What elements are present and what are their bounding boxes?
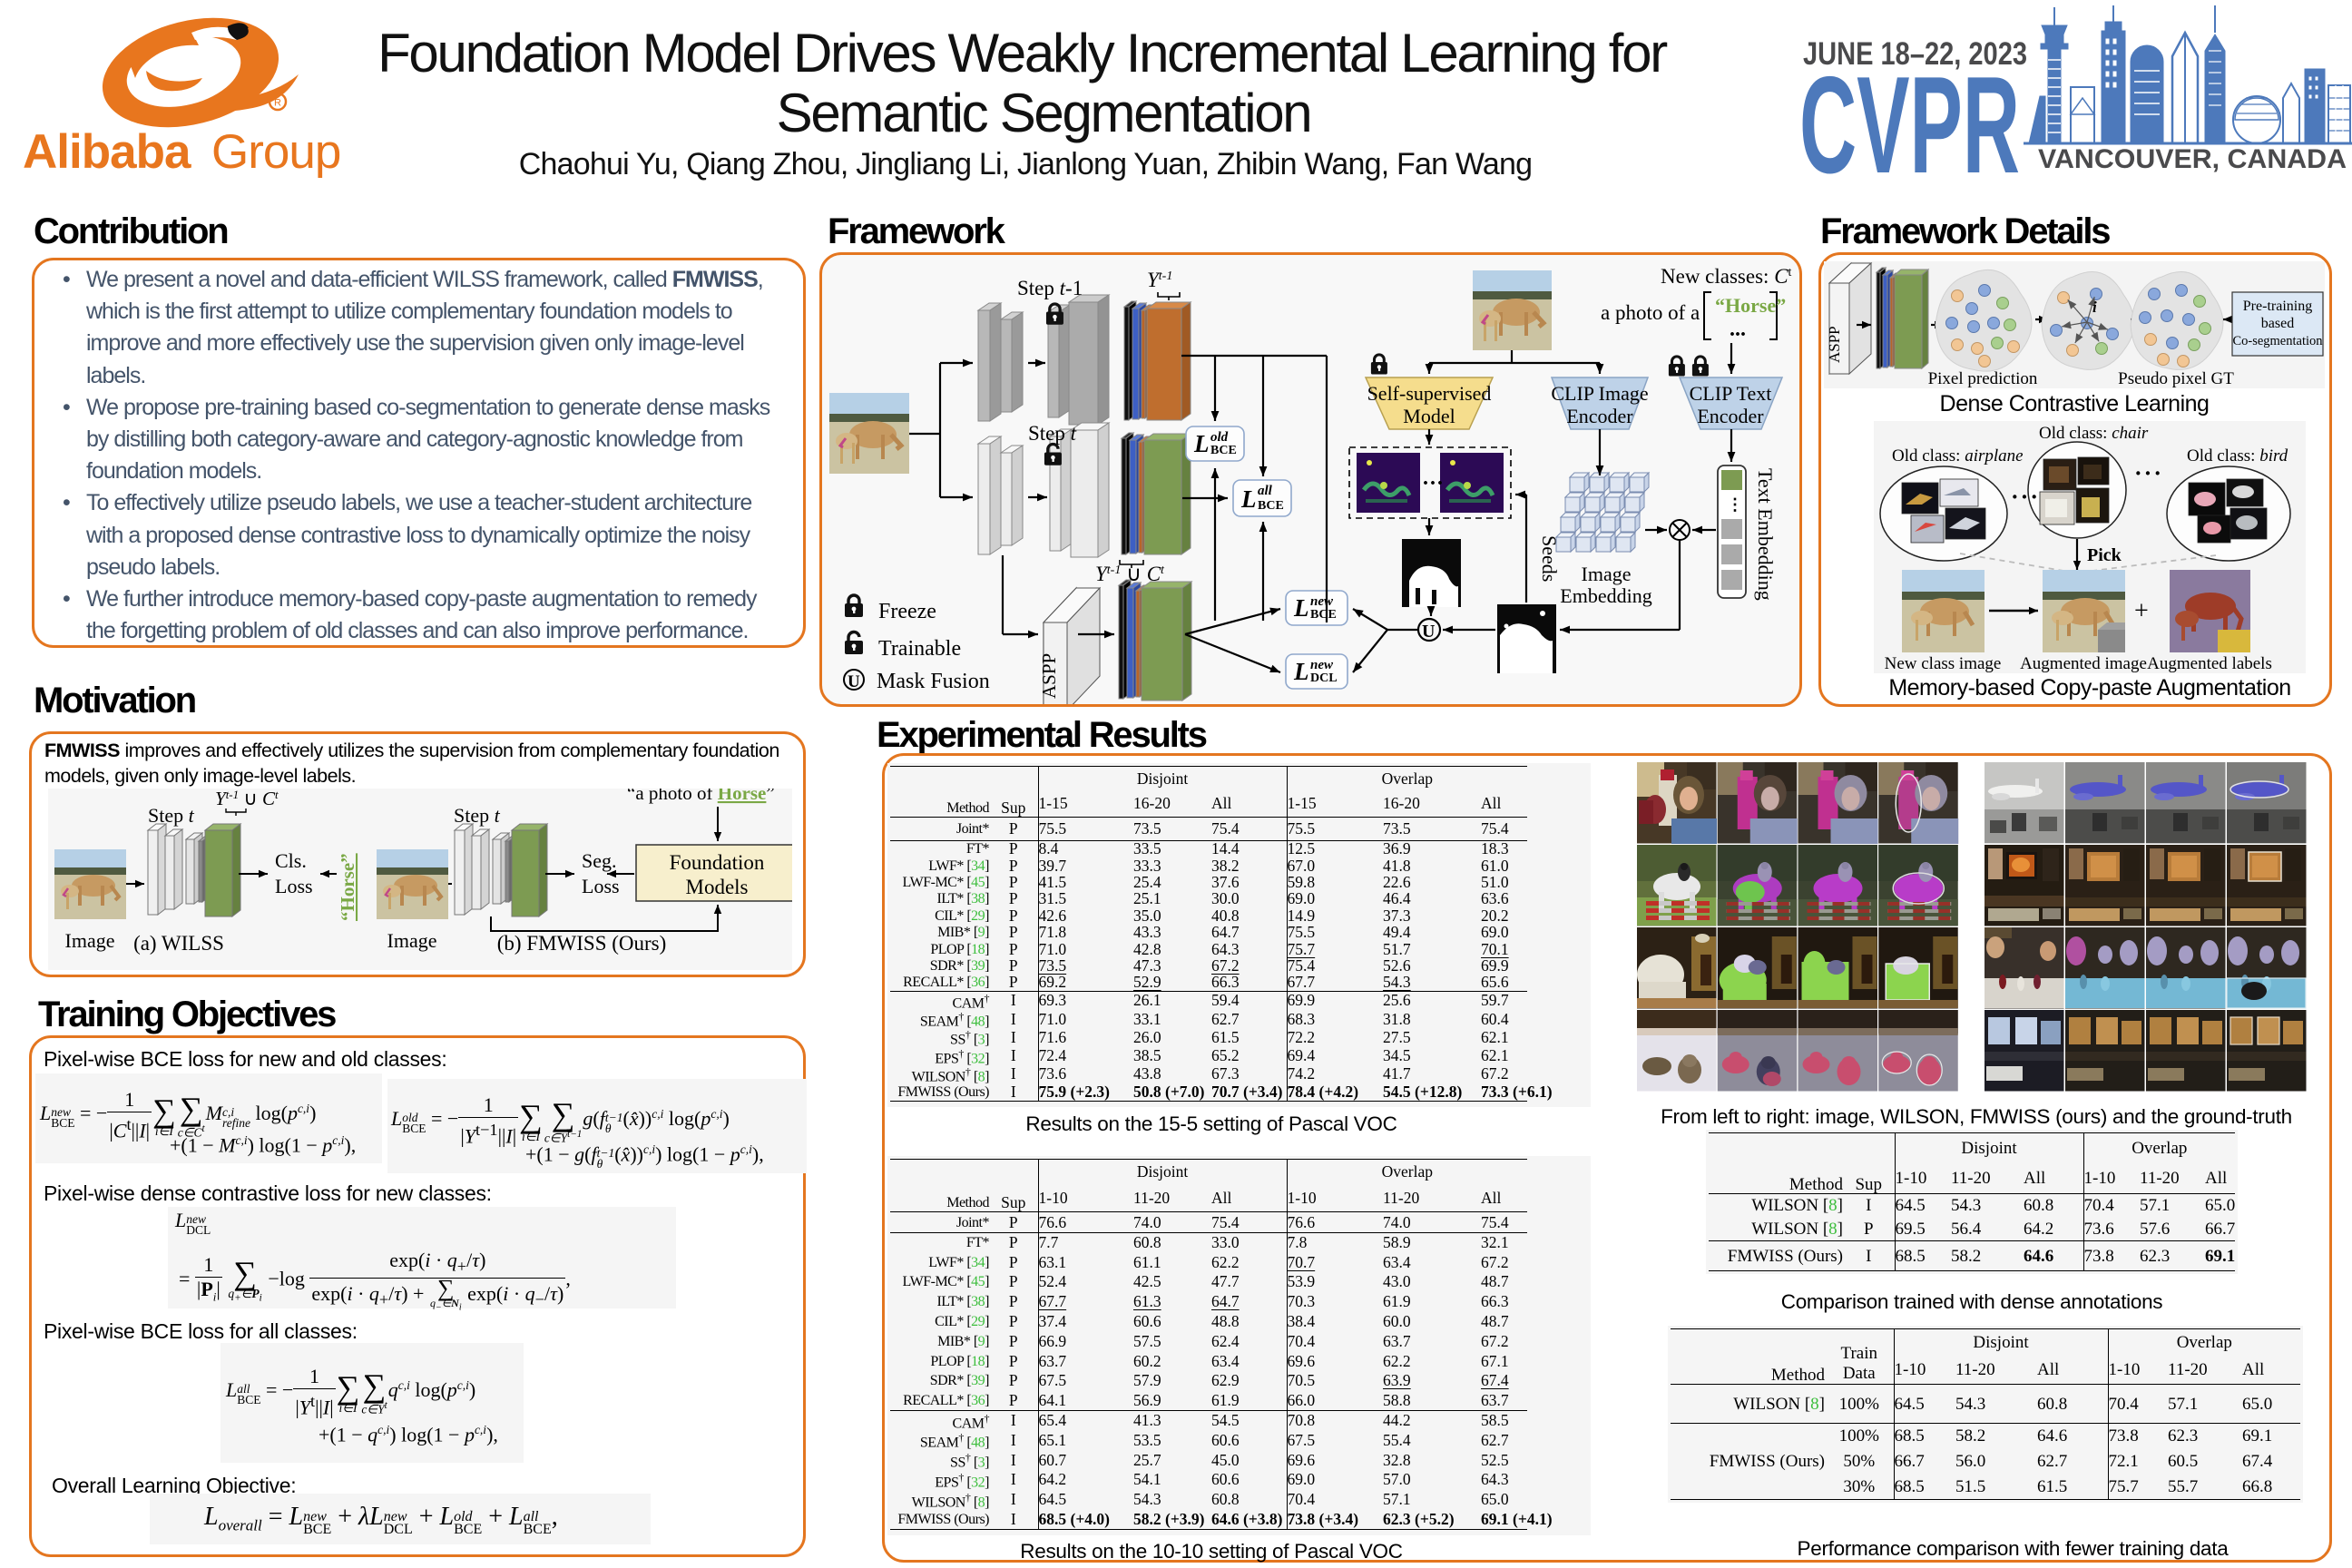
- svg-text:L: L: [1293, 658, 1309, 685]
- svg-text:Pick: Pick: [2087, 545, 2122, 565]
- svg-text:Seg.: Seg.: [582, 849, 617, 872]
- svg-text:Yt-1: Yt-1: [1147, 269, 1172, 291]
- svg-text:Step t: Step t: [454, 804, 501, 827]
- svg-text:···: ···: [2011, 484, 2040, 510]
- svg-text:R: R: [274, 98, 281, 109]
- svg-text:L: L: [1293, 594, 1309, 622]
- svg-text:Old class: chair: Old class: chair: [2039, 424, 2149, 443]
- svg-text:Cls.: Cls.: [275, 849, 307, 872]
- svg-text:+: +: [2134, 597, 2149, 625]
- svg-text:Self-supervised: Self-supervised: [1367, 382, 1492, 405]
- svg-text:Loss: Loss: [275, 875, 313, 897]
- svg-text:Co-segmentation: Co-segmentation: [2232, 334, 2323, 348]
- svg-text:New classes: Ct: New classes: Ct: [1661, 265, 1792, 288]
- svg-text:ASPP: ASPP: [1826, 326, 1843, 363]
- svg-text:Freeze: Freeze: [878, 600, 936, 623]
- svg-text:...: ...: [1730, 318, 1746, 341]
- svg-text:all: all: [1258, 484, 1273, 498]
- svg-text:Yt-1 ∪ Ct: Yt-1 ∪ Ct: [1095, 563, 1165, 585]
- svg-text:new: new: [1310, 658, 1334, 672]
- svg-text:CLIP Image: CLIP Image: [1551, 382, 1648, 405]
- svg-text:JUNE 18–22, 2023: JUNE 18–22, 2023: [1803, 36, 2027, 72]
- svg-text:Loss: Loss: [582, 875, 620, 897]
- svg-text:Seeds: Seeds: [1538, 535, 1561, 582]
- svg-text:Step t: Step t: [148, 804, 195, 827]
- svg-text:based: based: [2261, 316, 2294, 331]
- svg-text:BCE: BCE: [1310, 608, 1337, 622]
- svg-text:a photo of a: a photo of a: [1601, 301, 1700, 324]
- svg-text:Step t: Step t: [1028, 422, 1077, 445]
- svg-text:ASPP: ASPP: [1038, 653, 1060, 699]
- svg-text:Image: Image: [1582, 563, 1632, 585]
- svg-text:New class image: New class image: [1885, 654, 2002, 673]
- svg-text:CLIP Text: CLIP Text: [1690, 382, 1772, 405]
- svg-text:Models: Models: [686, 876, 749, 898]
- svg-text:Augmented labels: Augmented labels: [2147, 654, 2272, 673]
- svg-text:new: new: [1310, 594, 1334, 609]
- svg-text:Group: Group: [211, 125, 340, 179]
- svg-text:Old class: bird: Old class: bird: [2187, 446, 2288, 466]
- svg-text:BCE: BCE: [1210, 444, 1237, 457]
- svg-text:CVPR: CVPR: [1799, 48, 2020, 195]
- svg-text:U: U: [1422, 622, 1435, 642]
- svg-text:i: i: [2092, 299, 2097, 316]
- svg-text:Pseudo pixel GT: Pseudo pixel GT: [2118, 369, 2234, 388]
- svg-text:Yt-1 ∪ Ct: Yt-1 ∪ Ct: [215, 789, 279, 809]
- svg-text:“Horse”: “Horse”: [337, 853, 358, 921]
- svg-text:DCL: DCL: [1310, 671, 1338, 685]
- svg-text:⋮: ⋮: [1727, 495, 1743, 514]
- svg-text:Pixel prediction: Pixel prediction: [1928, 369, 2038, 388]
- svg-text:Old class: airplane: Old class: airplane: [1892, 446, 2024, 466]
- svg-text:“a photo of Horse”: “a photo of Horse”: [627, 789, 775, 804]
- svg-text:Memory-based Copy-paste Augmen: Memory-based Copy-paste Augmentation: [1888, 675, 2290, 701]
- svg-text:Dense Contrastive Learning: Dense Contrastive Learning: [1940, 391, 2210, 416]
- svg-text:Encoder: Encoder: [1697, 405, 1764, 427]
- svg-text:(b) FMWISS (Ours): (b) FMWISS (Ours): [497, 932, 667, 955]
- svg-text:L: L: [1193, 430, 1210, 457]
- svg-text:Text Embedding: Text Embedding: [1754, 468, 1777, 601]
- svg-text:···: ···: [2134, 460, 2163, 486]
- svg-text:VANCOUVER, CANADA: VANCOUVER, CANADA: [2038, 144, 2347, 174]
- svg-text:Augmented image: Augmented image: [2020, 654, 2147, 673]
- svg-text:Mask Fusion: Mask Fusion: [877, 670, 990, 693]
- svg-text:···: ···: [1422, 472, 1444, 495]
- svg-text:Step t-1: Step t-1: [1017, 277, 1083, 299]
- svg-text:BCE: BCE: [1258, 499, 1284, 513]
- svg-text:Foundation: Foundation: [670, 851, 765, 874]
- svg-text:Alibaba: Alibaba: [23, 125, 191, 179]
- svg-text:Model: Model: [1403, 405, 1455, 427]
- svg-text:Trainable: Trainable: [878, 637, 961, 661]
- svg-text:“Horse”: “Horse”: [1715, 294, 1786, 317]
- svg-text:Encoder: Encoder: [1566, 405, 1633, 427]
- svg-text:Image: Image: [65, 929, 115, 952]
- svg-text:Image: Image: [387, 929, 437, 952]
- svg-text:(a) WILSS: (a) WILSS: [133, 932, 224, 955]
- svg-text:L: L: [1240, 485, 1257, 513]
- svg-text:Embedding: Embedding: [1560, 584, 1651, 607]
- svg-text:U: U: [848, 672, 860, 691]
- svg-text:Pre-training: Pre-training: [2243, 299, 2312, 314]
- svg-text:old: old: [1210, 430, 1229, 445]
